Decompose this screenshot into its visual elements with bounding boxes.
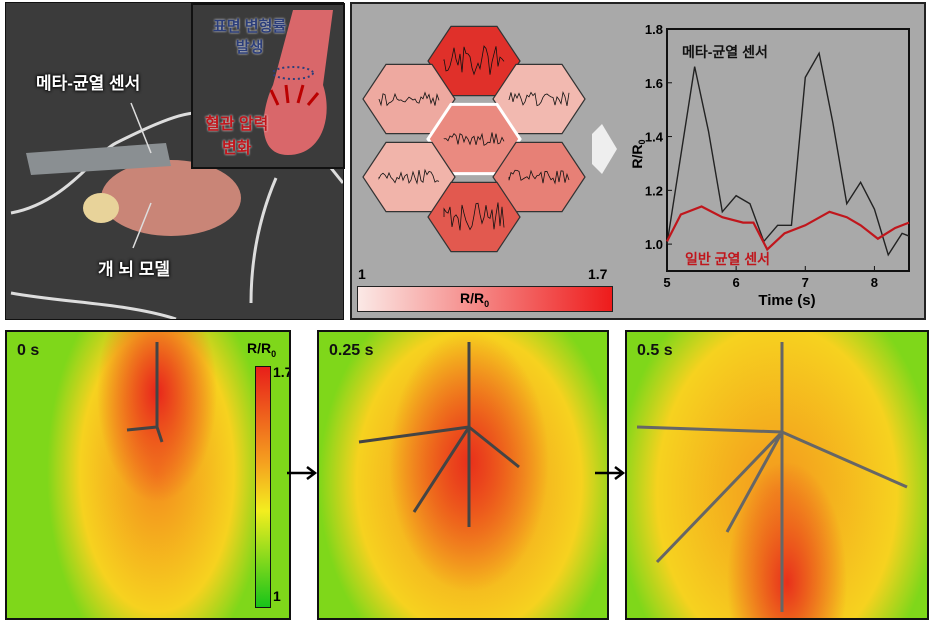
series-line-0 <box>667 53 909 255</box>
heatmap-0s: 0 s R/R0 1.7 1 <box>5 330 291 620</box>
flow-arrows <box>7 332 289 618</box>
line-chart: R/R0 Time (s) 메타-균열 센서 일반 균열 센서 5 6 7 81.01… <box>352 4 924 318</box>
pressure-label: 혈관 압력 <box>205 110 268 134</box>
x-axis-label: Time (s) <box>758 292 815 309</box>
legend-meta-sensor: 메타-균열 센서 <box>682 44 768 60</box>
y-tick-label: 1.0 <box>645 237 663 252</box>
x-tick-label: 7 <box>802 275 809 290</box>
series-line-1 <box>667 206 909 249</box>
flow-arrows <box>627 332 927 618</box>
strain-label-2: 발생 <box>213 36 286 57</box>
x-tick-label: 5 <box>663 275 670 290</box>
x-tick-label: 6 <box>733 275 740 290</box>
pressure-label-2: 변화 <box>205 134 268 158</box>
y-tick-label: 1.4 <box>645 130 664 145</box>
brain-model-panel: 메타-균열 센서 개 뇌 모델 표면 변형률 발생 혈관 압력 변화 <box>5 2 344 320</box>
heatmap-05s: 0.5 s <box>625 330 929 620</box>
sensor-map-panel: R/R0 1 1.7 R/R0 Time (s) 메타-균열 센서 일반 균열 … <box>350 2 926 320</box>
y-tick-label: 1.2 <box>645 183 663 198</box>
heatmap-025s: 0.25 s <box>317 330 609 620</box>
arrow-right-icon <box>595 465 627 481</box>
arrow-right-icon <box>287 465 319 481</box>
vessel-inset: 표면 변형률 발생 혈관 압력 변화 <box>191 3 345 169</box>
legend-normal-sensor: 일반 균열 센서 <box>685 251 770 267</box>
y-tick-label: 1.6 <box>645 76 663 91</box>
x-tick-label: 8 <box>871 275 878 290</box>
flow-arrows <box>319 332 607 618</box>
brain-image <box>101 160 241 236</box>
sensor-label: 메타-균열 센서 <box>36 69 140 94</box>
strain-label: 표면 변형률 <box>213 15 286 36</box>
y-tick-label: 1.8 <box>645 22 663 37</box>
brain-label: 개 뇌 모델 <box>98 255 170 280</box>
